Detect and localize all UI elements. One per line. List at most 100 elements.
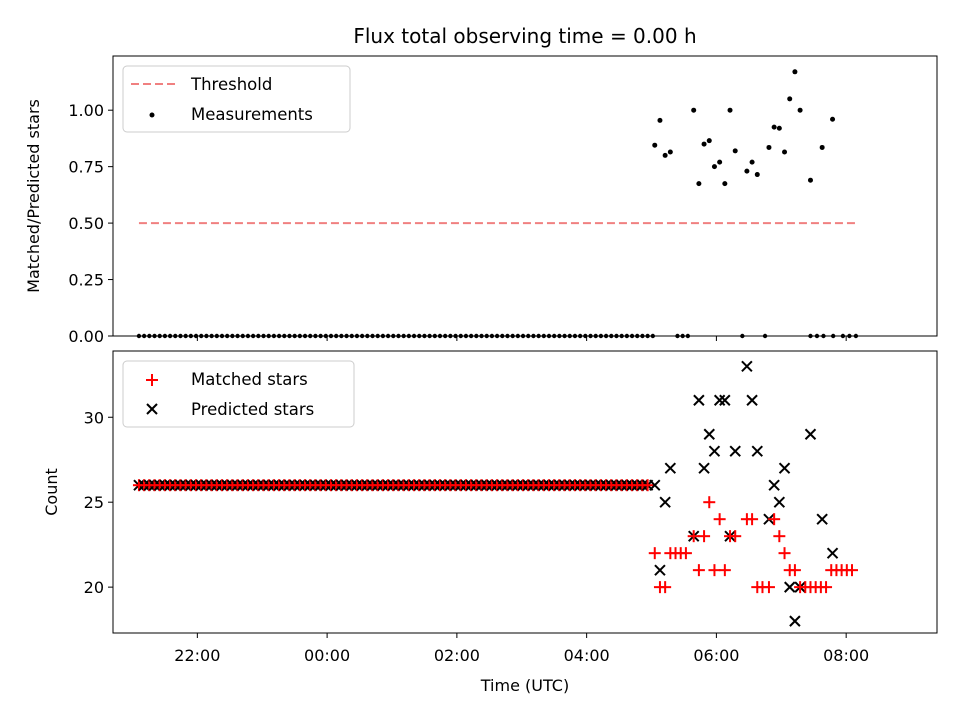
measurement-point [787, 96, 793, 102]
measurement-point [819, 144, 825, 150]
matched-point [679, 547, 692, 560]
measurement-point [717, 159, 723, 165]
legend-measurements-swatch [149, 112, 155, 118]
x-axis-label: Time (UTC) [480, 676, 569, 695]
predicted-point [768, 479, 780, 491]
predicted-point [746, 394, 758, 406]
chart-title: Flux total observing time = 0.00 h [353, 24, 696, 48]
bottom-y-tick-label: 30 [84, 408, 104, 427]
matched-point [746, 513, 759, 526]
matched-point [713, 513, 726, 526]
bottom-y-tick-label: 25 [84, 493, 104, 512]
matched-point [687, 530, 700, 543]
top-y-axis-label: Matched/Predicted stars [24, 99, 43, 293]
legend-threshold-label: Threshold [190, 75, 272, 94]
bottom-x-ticks: 22:00 00:00 02:00 04:00 06:00 08:00 [174, 633, 869, 665]
matched-point [778, 547, 791, 560]
top-y-tick-label: 0.00 [68, 327, 104, 346]
top-panel: 0.00 0.25 0.50 0.75 1.00 Matched/Predicted s… [24, 55, 938, 346]
bottom-y-ticks: 20 25 30 [84, 408, 113, 597]
top-y-tick-label: 1.00 [68, 101, 104, 120]
legend-matched-label: Matched stars [191, 370, 308, 389]
legend-matched-swatch [146, 374, 158, 386]
top-y-tick-label: 0.75 [68, 158, 104, 177]
predicted-point [654, 564, 666, 576]
measurement-point [792, 69, 798, 75]
matched-point [729, 530, 742, 543]
measurement-point [782, 149, 788, 155]
legend-predicted-label: Predicted stars [191, 400, 314, 419]
x-tick-label: 04:00 [564, 646, 610, 665]
top-y-tick-label: 0.50 [68, 214, 104, 233]
matched-point [846, 564, 859, 577]
matched-point [820, 581, 833, 594]
predicted-point [773, 496, 786, 508]
measurement-points [652, 69, 836, 187]
matched-point [641, 479, 654, 492]
bottom-panel: 20 25 30 22:00 00:00 02:00 04:00 06:00 08:00 Co… [42, 350, 938, 695]
measurement-point [711, 164, 717, 170]
matched-flat-series [132, 479, 654, 492]
matched-point [692, 564, 705, 577]
measurement-point [652, 142, 658, 148]
matched-point [703, 496, 716, 509]
legend-predicted-swatch [146, 403, 158, 415]
legend-measurements-label: Measurements [191, 105, 313, 124]
measurement-point [706, 138, 712, 144]
measurement-point [732, 148, 738, 154]
predicted-point [664, 462, 677, 474]
measurement-point [662, 152, 668, 158]
predicted-point [751, 445, 763, 457]
measurement-point [722, 181, 728, 187]
matched-point [762, 581, 775, 594]
measurement-point [749, 159, 755, 165]
measurement-point [754, 172, 760, 178]
predicted-point [741, 360, 753, 372]
top-y-tick-label: 0.25 [68, 271, 104, 290]
measurement-point [807, 177, 813, 183]
predicted-point [816, 513, 828, 525]
bottom-y-axis-label: Count [42, 468, 61, 516]
bottom-y-tick-label: 20 [84, 578, 104, 597]
top-legend: Threshold Measurements [122, 65, 351, 133]
measurement-point [776, 125, 782, 131]
predicted-point [778, 462, 791, 474]
matched-point [718, 564, 731, 577]
matched-point [773, 530, 786, 543]
x-tick-label: 22:00 [174, 646, 220, 665]
predicted-point [784, 581, 796, 593]
measurement-point [771, 124, 777, 130]
matched-points [648, 496, 859, 594]
bottom-axes-frame [112, 350, 938, 634]
predicted-point [649, 479, 661, 491]
bottom-legend-box [122, 360, 355, 428]
predicted-point [693, 394, 705, 406]
top-y-ticks: 0.00 0.25 0.50 0.75 1.00 [68, 101, 113, 346]
measurement-point [657, 117, 663, 123]
predicted-point [659, 496, 671, 508]
top-x-ticks [196, 336, 847, 341]
predicted-point [729, 445, 741, 457]
x-tick-label: 02:00 [434, 646, 480, 665]
top-axes-frame [112, 55, 938, 337]
measurement-point [797, 107, 803, 113]
measurement-point [696, 181, 702, 187]
predicted-point [713, 394, 726, 406]
x-tick-label: 08:00 [823, 646, 869, 665]
predicted-point [719, 394, 731, 406]
predicted-point [826, 547, 839, 559]
top-legend-box [122, 65, 351, 133]
measurement-point [691, 107, 697, 113]
measurement-point [766, 144, 772, 150]
x-tick-label: 06:00 [693, 646, 739, 665]
bottom-legend: Matched stars Predicted stars [122, 360, 355, 428]
matched-point [768, 513, 781, 526]
predicted-point [789, 615, 801, 627]
predicted-point [698, 462, 710, 474]
measurement-point [667, 149, 673, 155]
predicted-point [708, 445, 721, 457]
measurement-point [701, 141, 707, 147]
predicted-point [804, 428, 817, 440]
matched-point [788, 564, 801, 577]
